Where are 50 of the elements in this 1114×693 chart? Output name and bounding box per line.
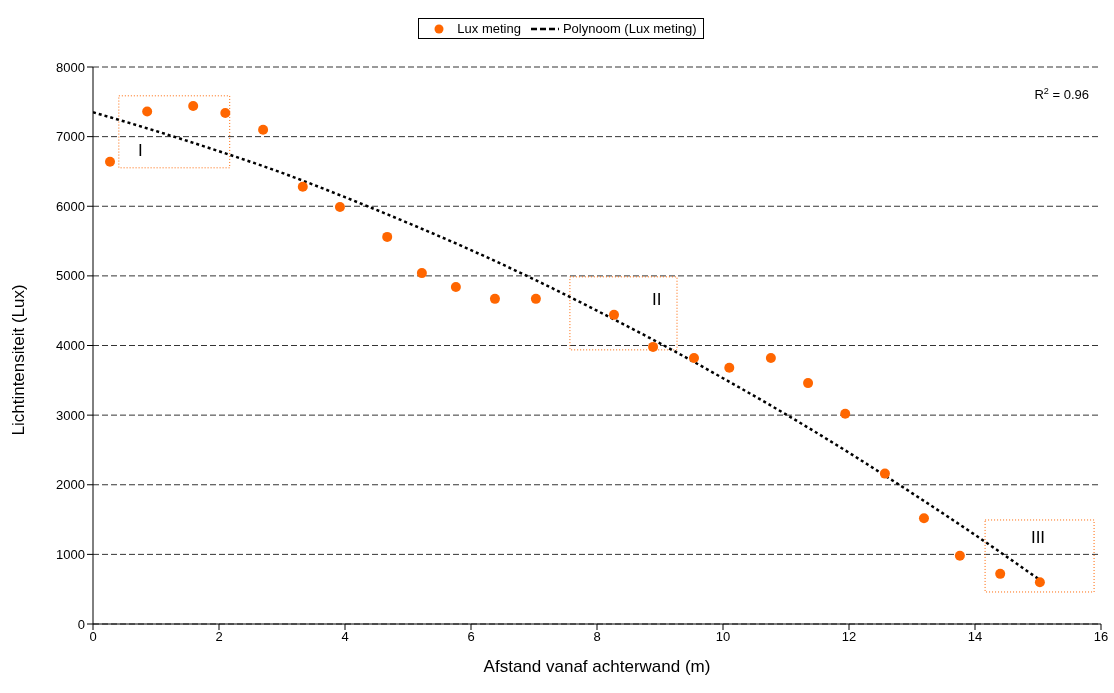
annotation: II	[652, 289, 662, 309]
point	[648, 341, 659, 352]
point	[995, 568, 1006, 579]
point	[879, 468, 890, 479]
y-tick-label: 3000	[56, 407, 85, 423]
x-tick-label: 0	[89, 629, 97, 645]
y-tick-label: 7000	[56, 129, 85, 145]
point	[609, 309, 620, 320]
x-tick-label: 10	[715, 629, 731, 645]
point	[297, 181, 308, 192]
point	[489, 293, 500, 304]
x-tick-label: 6	[467, 629, 475, 645]
x-tick-label: 8	[593, 629, 601, 645]
legend-label: Lux meting	[457, 21, 521, 36]
point	[765, 353, 776, 364]
x-axis-title: Afstand vanaf achterwand (m)	[483, 657, 711, 676]
y-tick-label: 2000	[56, 477, 85, 493]
point	[382, 231, 393, 242]
point	[724, 362, 735, 373]
point	[258, 124, 269, 135]
y-tick-label: 5000	[56, 268, 85, 284]
point	[105, 156, 116, 167]
annotation: R$^{2}$ = 0.96	[1034, 86, 1089, 102]
x-tick-label: 4	[341, 629, 349, 645]
point	[840, 408, 851, 419]
x-tick-label: 16	[1093, 629, 1109, 645]
y-tick-label: 1000	[56, 546, 85, 562]
annotation: I	[137, 140, 143, 160]
x-tick-label: 2	[215, 629, 223, 645]
point	[220, 107, 231, 118]
point	[334, 201, 345, 212]
point	[142, 106, 153, 117]
point	[689, 353, 700, 364]
point	[803, 378, 814, 389]
point	[918, 513, 929, 524]
x-tick-label: 14	[967, 629, 983, 645]
x-tick-label: 12	[841, 629, 857, 645]
y-axis-title: Lichtintensiteit (Lux)	[9, 284, 29, 436]
y-tick-label: 4000	[56, 338, 85, 354]
point	[530, 293, 541, 304]
legend-label: Polynoom (Lux meting)	[562, 21, 697, 36]
annotation: III	[1030, 527, 1046, 547]
y-tick-label: 8000	[56, 59, 85, 75]
point	[1034, 577, 1045, 588]
point	[954, 550, 965, 561]
y-tick-label: 0	[77, 616, 85, 632]
point	[188, 100, 199, 111]
point	[450, 282, 461, 293]
point	[416, 268, 427, 279]
y-tick-label: 6000	[56, 198, 85, 214]
